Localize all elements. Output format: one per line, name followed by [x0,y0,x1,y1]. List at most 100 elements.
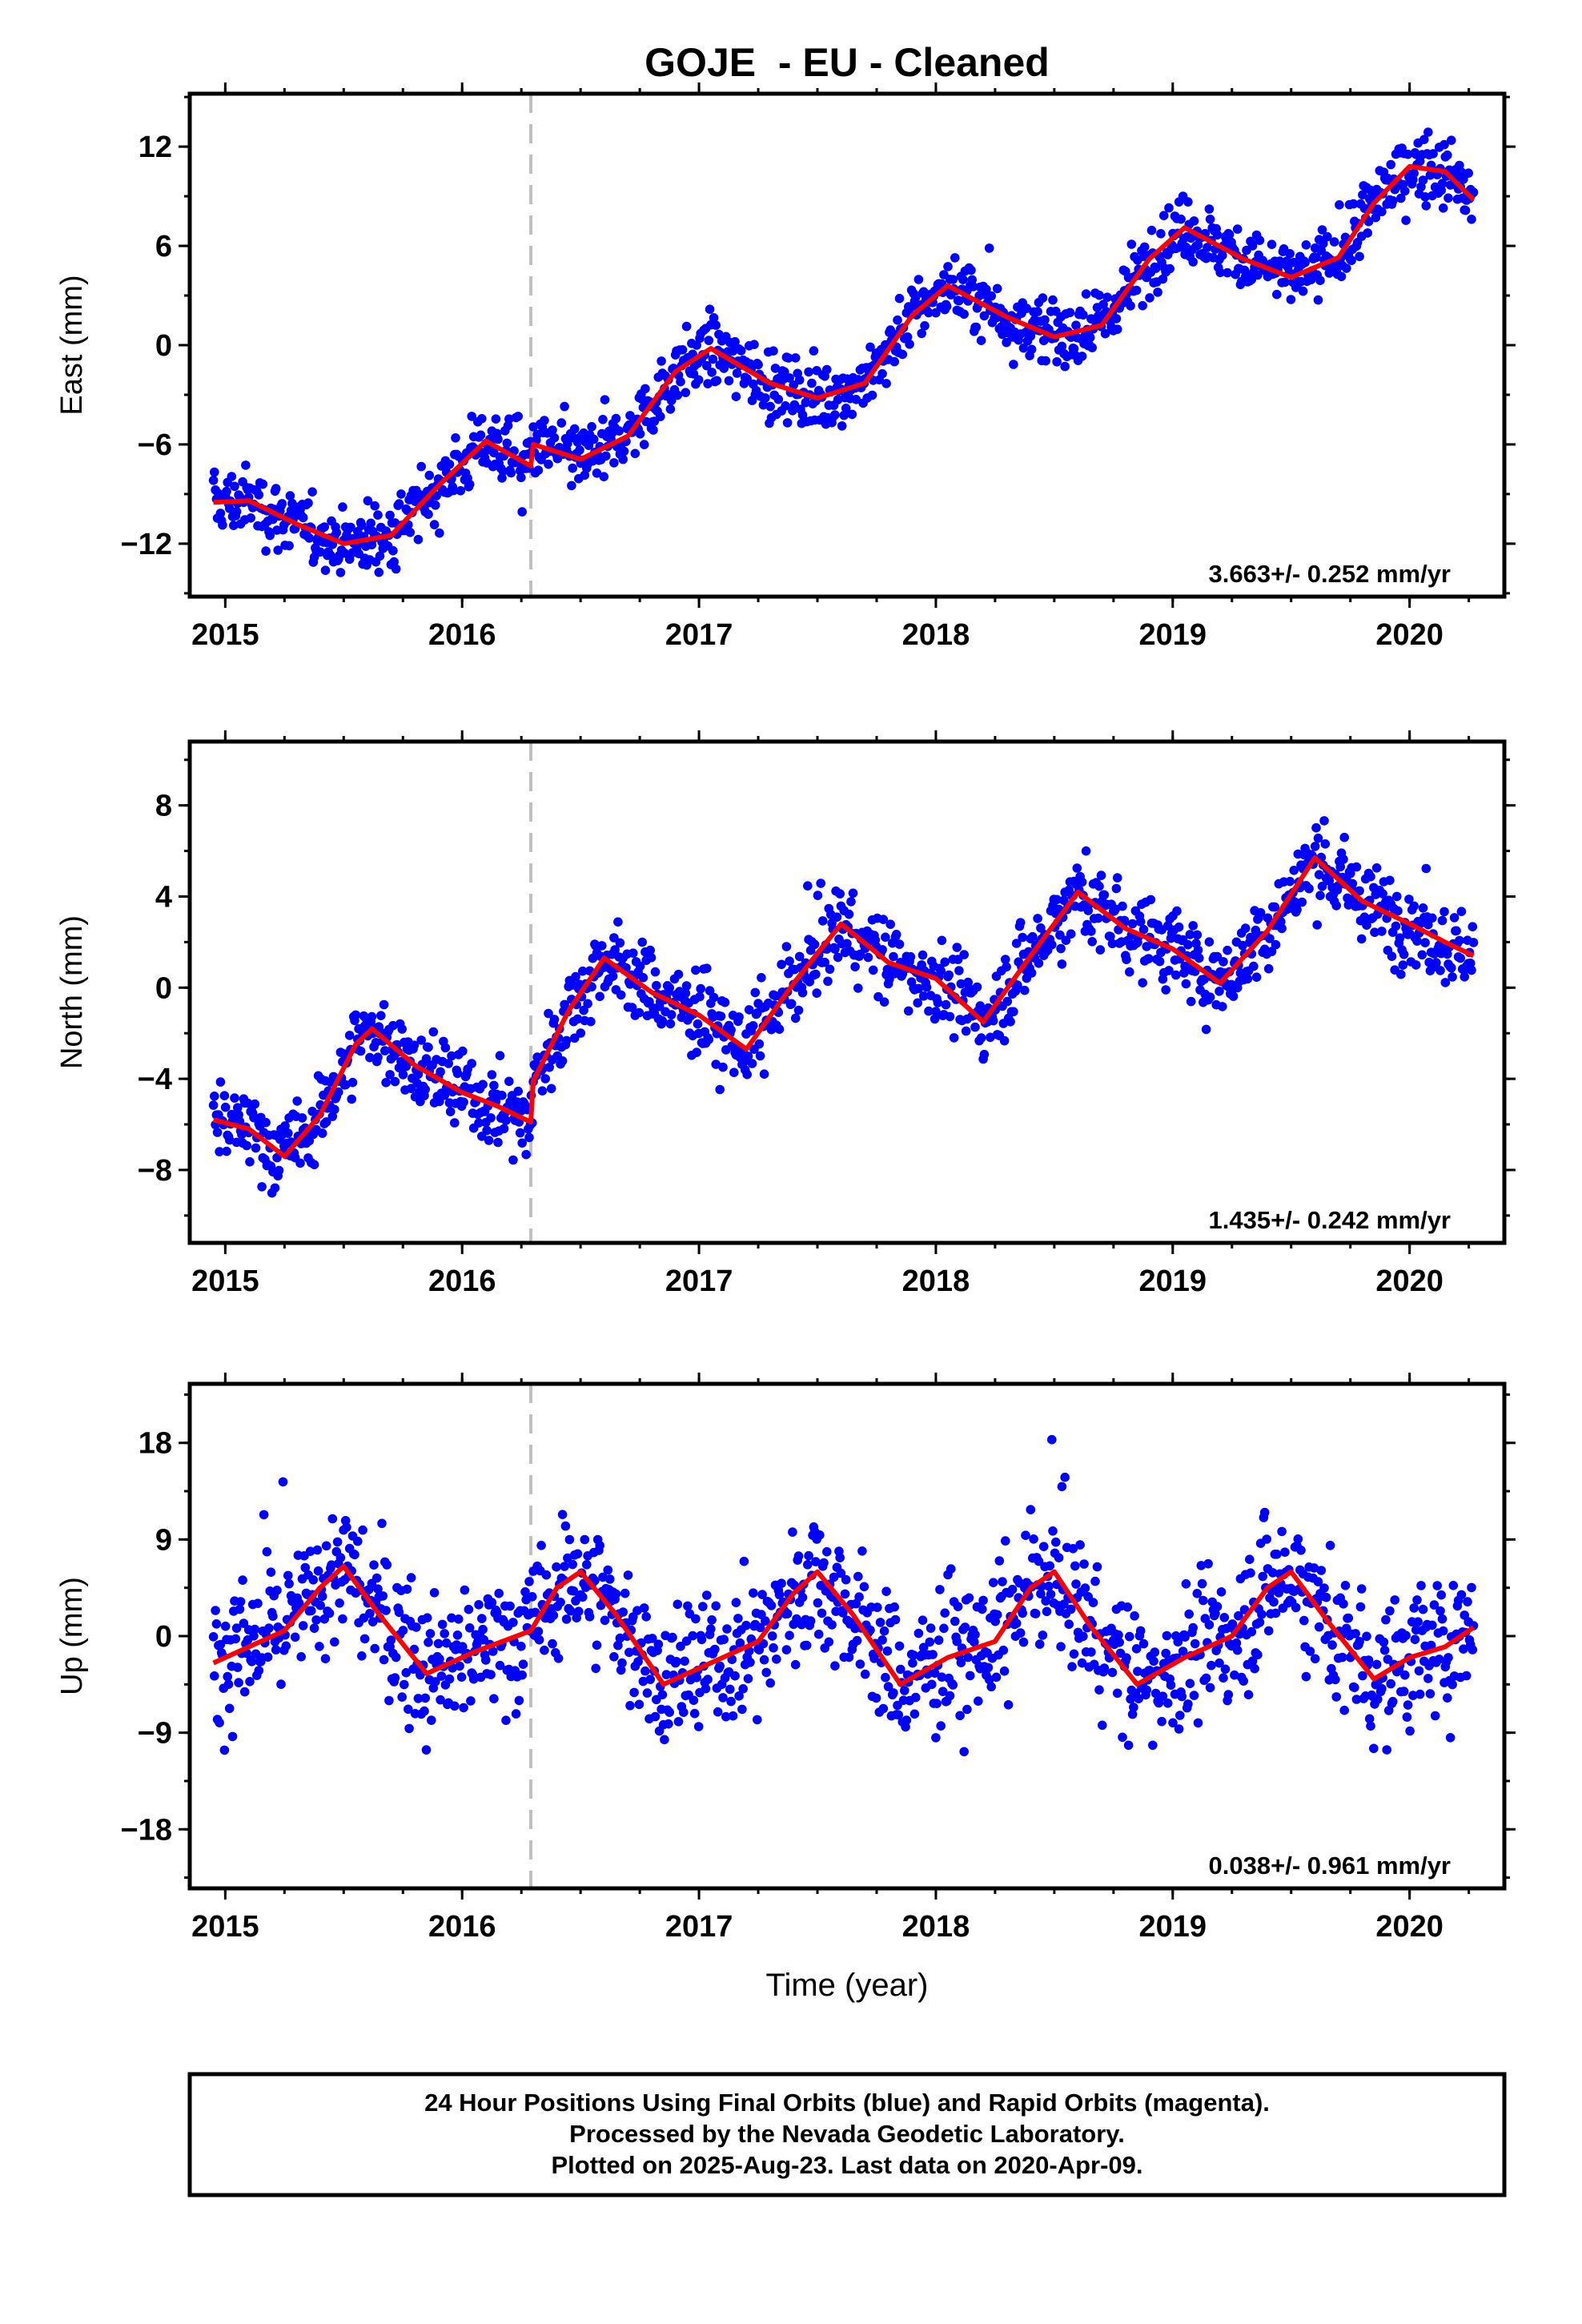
data-point [223,1679,234,1689]
data-point [484,1136,494,1145]
data-points [208,816,1479,1198]
data-point [224,504,235,513]
data-point [313,1566,323,1576]
data-point [1161,985,1170,995]
data-point [367,1617,378,1626]
data-point [852,1635,862,1646]
data-point [665,1019,676,1029]
data-point [1176,214,1186,224]
data-point [702,1590,712,1600]
data-point [1195,953,1204,963]
data-point [1331,901,1341,911]
data-point [822,364,832,375]
data-point [788,1527,797,1537]
data-point [1246,1568,1255,1578]
data-point [615,938,625,948]
data-point [460,1585,470,1595]
data-point [638,1676,648,1687]
y-tick-label: −9 [138,1717,172,1751]
data-point [948,1680,958,1690]
data-point [1204,1620,1215,1630]
data-point [781,1645,792,1655]
data-point [572,1014,583,1024]
data-point [1001,955,1010,964]
data-point [805,1616,816,1626]
data-point [976,1033,986,1043]
data-point [956,979,966,989]
data-point [1021,1530,1030,1540]
data-point [1383,1706,1394,1715]
data-point [1122,1602,1133,1612]
panel-frame [187,739,1507,1245]
data-point [844,1652,854,1663]
data-point [357,521,367,530]
data-point [569,1033,580,1043]
data-point [574,1606,584,1616]
data-point [983,1663,994,1673]
x-tick-label: 2020 [1375,618,1443,652]
data-point [532,1052,542,1062]
data-point [1149,1656,1158,1667]
data-point [1313,295,1323,305]
data-point [1171,970,1181,980]
data-point [1145,293,1154,303]
data-point [1157,1716,1166,1727]
data-point [1162,1699,1173,1708]
data-point [435,1096,444,1107]
data-point [273,545,283,555]
data-point [646,953,656,963]
data-point [435,528,444,538]
data-point [920,321,930,331]
data-point [877,945,887,955]
data-point [517,507,527,517]
data-point [1455,935,1464,946]
data-point [835,889,845,899]
data-point [1192,1589,1203,1598]
data-point [632,1606,642,1615]
data-point [212,1128,223,1137]
data-point [1291,1602,1301,1613]
data-point [868,965,878,975]
data-point [421,1054,432,1063]
y-tick-label: 18 [139,1427,172,1461]
data-point [637,937,647,947]
data-point [524,1132,534,1143]
data-point [956,1658,966,1667]
data-point [271,484,281,493]
data-point [707,368,717,377]
data-point [875,1618,885,1627]
data-point [1228,991,1239,1001]
data-point [1118,901,1127,911]
data-point [790,1013,801,1023]
data-point [416,1035,426,1045]
data-point [424,470,435,480]
data-point [421,1745,432,1755]
data-point [718,1693,728,1703]
data-point [665,1707,674,1717]
data-point [738,1684,748,1694]
data-point [464,1623,475,1633]
data-point [666,1010,677,1019]
data-point [660,1735,669,1745]
data-point [1425,1689,1435,1699]
data-point [534,1634,544,1645]
data-point [1204,937,1215,947]
data-point [1400,186,1410,196]
data-point [1377,927,1387,936]
data-point [784,353,793,363]
data-point [1183,939,1193,950]
data-point [623,1570,633,1580]
data-point [999,1666,1010,1676]
data-point [1423,127,1433,137]
data-point [1280,1547,1290,1557]
data-point [567,480,576,491]
x-tick-label: 2020 [1375,1910,1443,1944]
data-point [540,1074,550,1084]
data-point [1468,922,1478,931]
data-point [344,1031,355,1040]
data-point [963,1652,973,1663]
data-point [970,1630,980,1639]
data-point [1041,1596,1050,1606]
data-point [710,1644,720,1655]
data-point [1154,956,1165,967]
